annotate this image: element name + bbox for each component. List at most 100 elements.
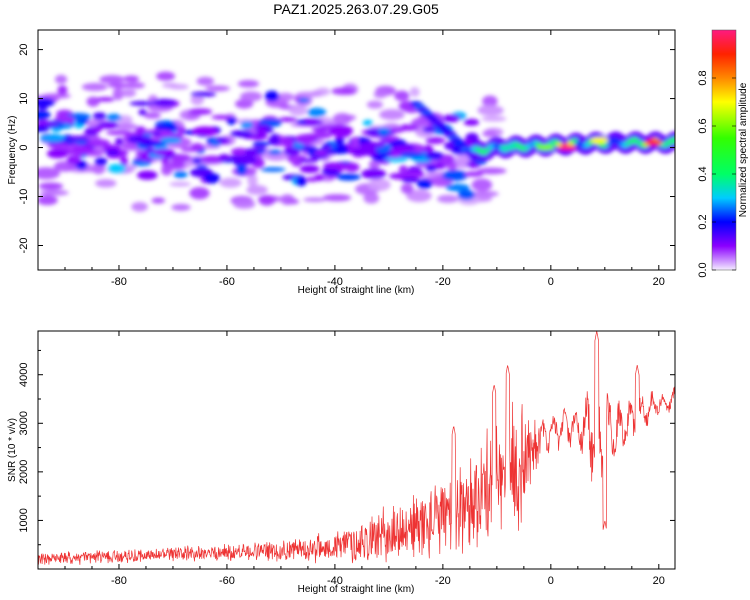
spectrogram-cluster bbox=[203, 172, 221, 184]
spectrogram-cluster bbox=[282, 137, 295, 148]
spectrogram-haze bbox=[379, 109, 405, 121]
spectrogram-haze bbox=[205, 85, 231, 92]
spectrogram-cluster bbox=[136, 170, 158, 180]
spectrogram-cluster bbox=[362, 119, 373, 127]
spectrogram-frame bbox=[37, 29, 676, 271]
spectrogram-haze bbox=[400, 183, 414, 194]
snr-y-tick-label: 1000 bbox=[18, 508, 30, 532]
spectrogram-cluster bbox=[87, 138, 111, 147]
spectrogram-cluster bbox=[39, 133, 65, 143]
spectrogram-haze bbox=[246, 185, 268, 195]
spectrogram-cluster bbox=[422, 126, 436, 133]
spectrogram-haze bbox=[368, 159, 381, 170]
spectrogram-haze bbox=[239, 91, 263, 102]
spectrogram-haze bbox=[234, 99, 254, 109]
spectrogram-cluster bbox=[38, 126, 50, 133]
snr-x-tick-label: -60 bbox=[219, 575, 235, 587]
spectrogram-cluster bbox=[442, 169, 469, 181]
spectrogram-cluster bbox=[425, 164, 437, 172]
snr-y-axis-title: SNR (10 * v/v) bbox=[7, 418, 18, 482]
spectrogram-haze bbox=[409, 87, 420, 98]
snr-y-tick-label: 4000 bbox=[18, 362, 30, 386]
spectrogram-haze bbox=[81, 82, 108, 92]
colorbar-tick-label: 0.0 bbox=[697, 262, 709, 277]
spectrogram-x-tick-label: -20 bbox=[435, 276, 451, 288]
spectrogram-cluster bbox=[244, 147, 259, 157]
spectrogram-cluster bbox=[334, 137, 345, 144]
spectrogram-cluster bbox=[391, 146, 415, 153]
spectrogram-haze bbox=[115, 123, 138, 131]
spectrogram-haze bbox=[189, 187, 210, 200]
spectrogram-cluster bbox=[131, 161, 152, 167]
spectrogram-haze bbox=[233, 199, 256, 209]
spectrogram-y-axis: -20 -10 0 10 20 bbox=[18, 43, 675, 253]
spectrogram-cluster bbox=[138, 109, 147, 116]
spectrogram-haze bbox=[394, 90, 410, 102]
spectrogram-haze bbox=[162, 82, 179, 89]
spectrogram-y-tick-label: 20 bbox=[18, 43, 30, 55]
spectrogram-cluster bbox=[295, 176, 307, 187]
spectrogram-cluster bbox=[218, 154, 231, 162]
spectrogram-haze bbox=[477, 105, 500, 115]
spectrogram-cluster bbox=[135, 126, 146, 135]
spectrogram-haze bbox=[196, 76, 215, 86]
snr-frame bbox=[37, 330, 676, 570]
spectrogram-cluster bbox=[252, 141, 271, 147]
spectrogram-cluster bbox=[173, 170, 188, 179]
spectrogram-cluster bbox=[240, 121, 254, 129]
colorbar-frame bbox=[711, 29, 737, 271]
spectrogram-cluster bbox=[226, 116, 237, 125]
spectrogram-x-tick-label: 0 bbox=[548, 276, 554, 288]
spectrogram-x-tick-label: -60 bbox=[219, 276, 235, 288]
spectrogram-haze bbox=[123, 75, 140, 83]
spectrogram-haze bbox=[171, 203, 191, 211]
colorbar: 0.0 0.2 0.4 0.6 0.8 Normalized spectral ampl… bbox=[697, 29, 749, 278]
spectrogram-cluster bbox=[129, 101, 154, 106]
spectrogram-haze bbox=[120, 88, 137, 98]
spectrogram-haze bbox=[476, 167, 507, 175]
spectrogram-cluster bbox=[190, 143, 204, 152]
spectrogram-haze bbox=[482, 130, 497, 138]
spectrogram-cluster bbox=[445, 183, 470, 192]
spectrogram-cluster bbox=[294, 134, 316, 145]
spectrogram-cluster bbox=[268, 149, 282, 155]
spectrogram-y-tick-label: 0 bbox=[18, 144, 30, 150]
spectrogram-cluster bbox=[425, 136, 446, 145]
spectrogram-haze bbox=[481, 115, 507, 122]
spectrogram-cluster bbox=[464, 171, 484, 177]
spectrogram-hotspot bbox=[498, 144, 517, 151]
spectrogram-haze bbox=[436, 194, 459, 203]
spectrogram-haze bbox=[295, 91, 324, 98]
spectrogram-haze bbox=[288, 104, 308, 116]
spectrogram-cluster bbox=[400, 152, 425, 158]
spectrogram-cluster bbox=[324, 149, 350, 155]
spectrogram-x-tick-label: -40 bbox=[327, 276, 343, 288]
spectrogram-cluster bbox=[67, 135, 89, 141]
spectrogram-cluster bbox=[152, 131, 161, 137]
spectrogram-cluster bbox=[416, 179, 433, 190]
snr-x-tick-label: 0 bbox=[548, 575, 554, 587]
snr-x-axis: -80 -60 -40 -20 0 20 bbox=[64, 331, 665, 587]
spectrogram-haze bbox=[38, 182, 64, 190]
snr-y-axis: 1000 2000 3000 4000 bbox=[18, 349, 675, 546]
spectrogram-cluster bbox=[94, 157, 108, 166]
spectrogram-cluster bbox=[442, 114, 461, 123]
spectrogram-hotspot bbox=[536, 144, 555, 151]
spectrogram-cluster bbox=[298, 97, 310, 103]
spectrogram-haze bbox=[247, 173, 258, 187]
spectrogram-cluster bbox=[127, 134, 153, 144]
spectrogram-cluster bbox=[236, 164, 248, 176]
spectrogram-cluster bbox=[268, 135, 281, 146]
spectrogram-cluster bbox=[230, 130, 253, 138]
spectrogram-cluster bbox=[298, 158, 319, 163]
spectrogram-cluster bbox=[377, 127, 391, 133]
spectrogram-haze bbox=[38, 195, 58, 206]
spectrogram-cluster bbox=[38, 114, 48, 121]
spectrogram-x-axis: -80 -60 -40 -20 0 20 bbox=[64, 30, 665, 288]
spectrogram-amplitude-field bbox=[38, 71, 675, 212]
spectrogram-cluster bbox=[350, 136, 360, 148]
spectrogram-cluster bbox=[211, 114, 232, 120]
spectrogram-x-tick-label: 20 bbox=[653, 276, 665, 288]
spectrogram-cluster bbox=[107, 163, 127, 174]
